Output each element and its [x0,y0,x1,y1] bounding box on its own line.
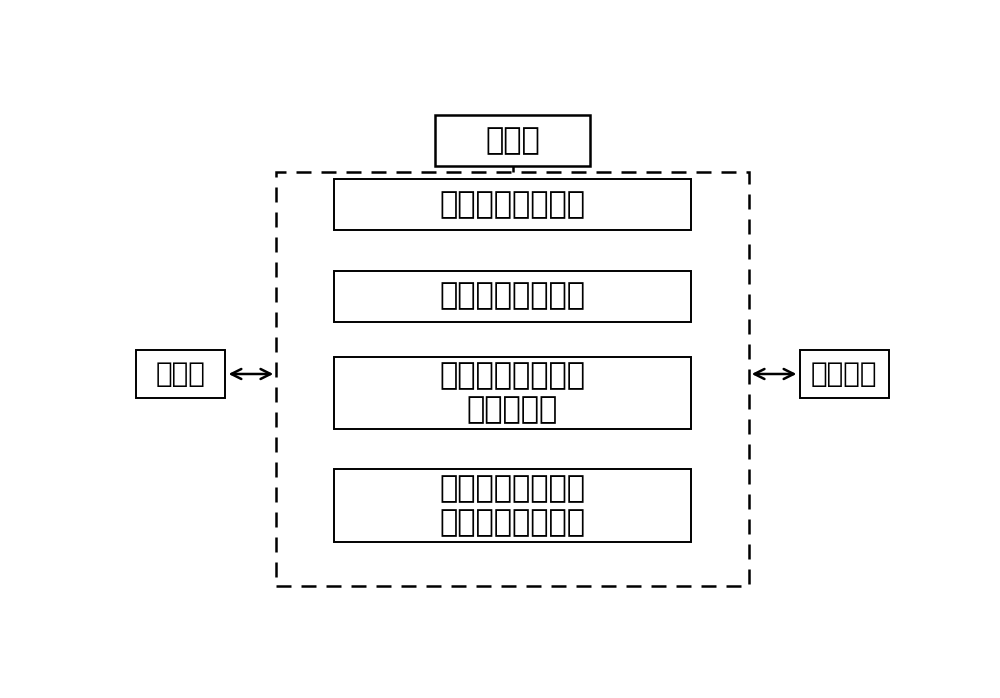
Bar [334,357,691,429]
Bar [334,469,691,542]
Text: 图像处理功能模块: 图像处理功能模块 [440,281,586,311]
Text: 相机拍照功能模块: 相机拍照功能模块 [440,190,586,219]
Bar [334,271,691,322]
Bar [435,114,590,165]
Text: 机械手: 机械手 [156,360,206,388]
Text: 工控机与机械手通
讯功能模块: 工控机与机械手通 讯功能模块 [440,362,586,424]
Bar [800,350,889,398]
Bar [136,350,225,398]
Text: 工业相机: 工业相机 [811,360,877,388]
Text: 工业相机与机械手
快速配置功能模块: 工业相机与机械手 快速配置功能模块 [440,475,586,537]
Text: 工控机: 工控机 [485,126,540,155]
Bar [334,179,691,230]
Bar [276,172,749,586]
